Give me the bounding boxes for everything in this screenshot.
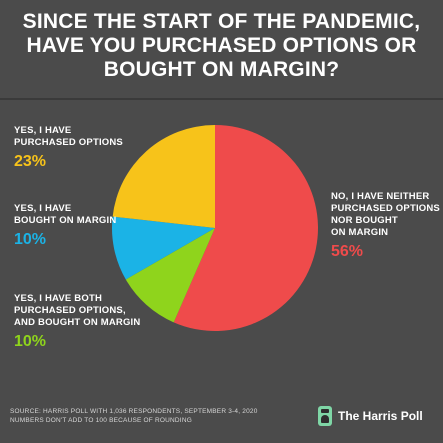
title-divider xyxy=(0,98,443,100)
slice-label-purchased-options-line-2: PURCHASED OPTIONS xyxy=(14,137,123,148)
slice-label-neither-line-3: NOR BOUGHT xyxy=(331,215,398,226)
chart-title: SINCE THE START OF THE PANDEMIC, HAVE YO… xyxy=(0,10,443,82)
brand: The Harris Poll xyxy=(318,404,423,428)
slice-label-neither: NO, I HAVE NEITHER PURCHASED OPTIONS NOR… xyxy=(331,191,440,239)
slice-value-bought-on-margin: 10% xyxy=(14,231,47,248)
slice-label-both-line-1: YES, I HAVE BOTH xyxy=(14,293,103,304)
source-note-line-1: SOURCE: HARRIS POLL WITH 1,036 RESPONDEN… xyxy=(10,408,258,415)
slice-value-both: 10% xyxy=(14,333,47,350)
pie-slice-neither xyxy=(173,125,318,332)
slice-label-purchased-options: YES, I HAVE PURCHASED OPTIONS xyxy=(14,125,123,149)
pie-slice-both xyxy=(125,228,215,323)
slice-label-neither-line-4: ON MARGIN xyxy=(331,227,389,238)
slice-label-neither-line-1: NO, I HAVE NEITHER xyxy=(331,191,430,202)
pie-slice-bought-on-margin xyxy=(111,216,215,280)
slice-label-neither-line-2: PURCHASED OPTIONS xyxy=(331,203,440,214)
slice-label-both: YES, I HAVE BOTH PURCHASED OPTIONS, AND … xyxy=(14,293,140,329)
harris-poll-logo-icon xyxy=(318,406,332,426)
slice-label-bought-on-margin-line-1: YES, I HAVE xyxy=(14,203,72,214)
slice-label-bought-on-margin-line-2: BOUGHT ON MARGIN xyxy=(14,215,117,226)
chart-title-line-1: SINCE THE START OF THE PANDEMIC, xyxy=(22,10,421,33)
slice-label-both-line-2: PURCHASED OPTIONS, xyxy=(14,305,126,316)
slice-label-both-line-3: AND BOUGHT ON MARGIN xyxy=(14,317,141,328)
slice-value-neither: 56% xyxy=(331,243,364,260)
chart-title-line-3: BOUGHT ON MARGIN? xyxy=(103,58,340,81)
slice-label-bought-on-margin: YES, I HAVE BOUGHT ON MARGIN xyxy=(14,203,116,227)
pie-slice-purchased-options xyxy=(112,125,215,228)
slice-label-purchased-options-line-1: YES, I HAVE xyxy=(14,125,72,136)
source-note-line-2: NUMBERS DON'T ADD TO 100 BECAUSE OF ROUN… xyxy=(10,417,192,424)
chart-title-line-2: HAVE YOU PURCHASED OPTIONS OR xyxy=(26,34,417,57)
brand-name: The Harris Poll xyxy=(338,409,423,423)
source-note: SOURCE: HARRIS POLL WITH 1,036 RESPONDEN… xyxy=(10,407,258,425)
slice-value-purchased-options: 23% xyxy=(14,153,47,170)
